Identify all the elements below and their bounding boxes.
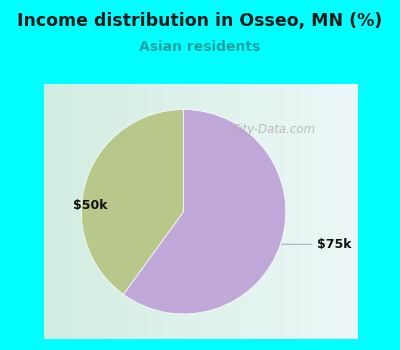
- Text: Income distribution in Osseo, MN (%): Income distribution in Osseo, MN (%): [17, 12, 383, 30]
- Wedge shape: [124, 110, 286, 314]
- Text: $75k: $75k: [282, 238, 352, 251]
- Text: Asian residents: Asian residents: [139, 40, 261, 54]
- Text: City-Data.com: City-Data.com: [231, 124, 315, 136]
- Wedge shape: [81, 110, 184, 294]
- Text: $50k: $50k: [73, 199, 117, 212]
